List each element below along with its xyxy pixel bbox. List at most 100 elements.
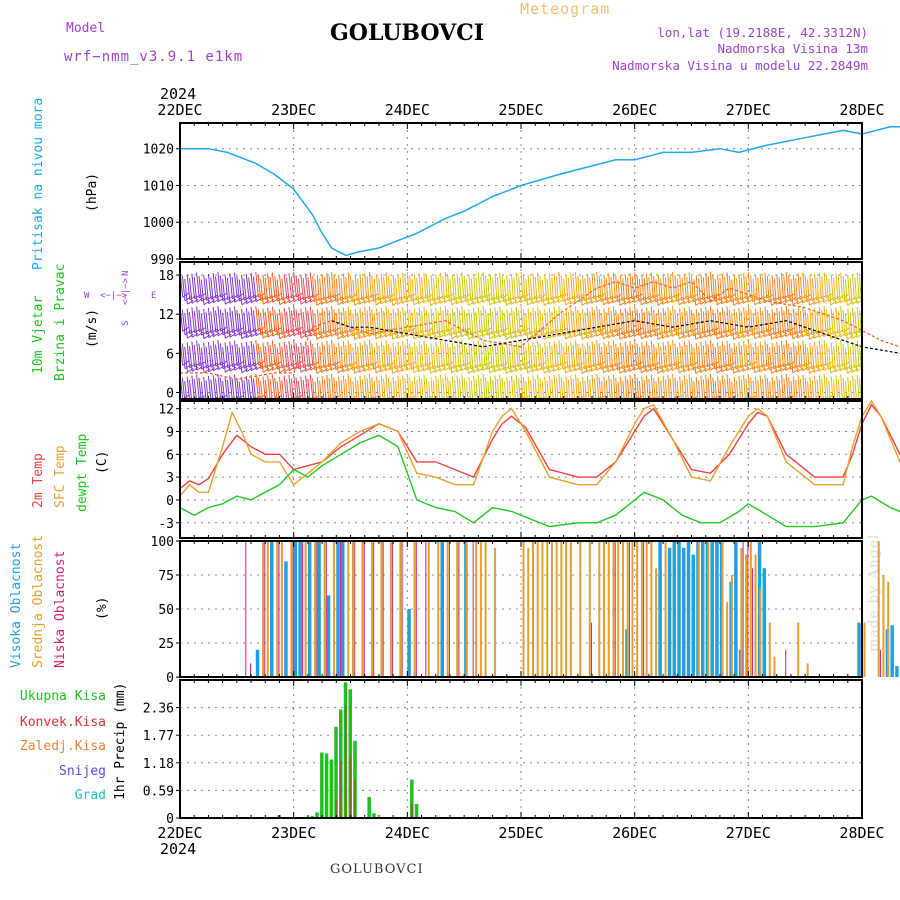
low-cloud-bar (245, 541, 247, 677)
high-cloud-bar (762, 568, 767, 677)
wind-barb (257, 275, 262, 301)
mid-cloud-bar (565, 541, 568, 677)
mid-cloud-bar (446, 541, 449, 677)
wind-barb (728, 377, 732, 399)
wind-barb (809, 274, 813, 301)
wind-barb (707, 378, 711, 399)
wind-barb (634, 271, 638, 298)
wind-barb-flag (253, 293, 260, 299)
wind-barb (345, 378, 348, 399)
wind-barb-flag (296, 360, 303, 366)
wind-barb (295, 275, 300, 301)
wind-barb-flag (728, 362, 736, 367)
wind-barb (248, 379, 252, 399)
wind-barb (461, 272, 465, 299)
labels-layer: 2024 2024 Pritisak na nivou mora (hPa) 1… (9, 85, 196, 858)
wind-barb (501, 377, 505, 399)
wind-barb-flag (284, 299, 291, 305)
wind-barb (196, 340, 200, 366)
wind-barb-flag (187, 333, 194, 339)
wind-barb (799, 344, 803, 371)
wind-barb (624, 375, 628, 399)
wind-barb (669, 344, 673, 371)
wind-barb (357, 346, 360, 373)
wind-barb (577, 275, 581, 302)
wind-barb (290, 378, 294, 399)
wind-barb-flag (667, 401, 673, 405)
wind-barb (456, 375, 460, 399)
wind-barb (411, 380, 414, 399)
mid-cloud-bar (536, 541, 539, 677)
wind-barb (248, 311, 252, 337)
wind-barb (333, 309, 337, 336)
ytick-label: 3 (166, 471, 174, 486)
wind-barb (563, 278, 566, 305)
wind-barb (608, 307, 611, 334)
wind-barb (840, 306, 844, 333)
wind-barb (241, 308, 245, 335)
wind-barb-flag (201, 296, 208, 302)
wind-barb-flag (217, 331, 225, 337)
wind-barb (681, 345, 685, 372)
wind-barb (236, 343, 240, 370)
wind-barb-flag (734, 403, 740, 407)
wind-barb-flag (484, 327, 492, 333)
wind-barb (567, 277, 571, 304)
wind-barb (572, 344, 576, 371)
wind-barb (785, 339, 789, 366)
wind-barb (743, 340, 746, 367)
mid-cloud-bar (527, 547, 530, 677)
wind-barb (560, 275, 564, 302)
wind-barb (799, 310, 803, 337)
wind-barb (402, 374, 405, 399)
wind-barb (683, 341, 687, 368)
wind-barb (276, 313, 281, 339)
wind-barb (309, 340, 314, 366)
wind-barb (468, 308, 472, 335)
wind-barb (681, 277, 685, 304)
wind-barb (823, 373, 827, 399)
wind-barb (816, 311, 820, 338)
wind-barb-flag (539, 362, 546, 367)
mid-cloud-bar (645, 541, 648, 677)
wind-barb (591, 306, 595, 333)
mid-cloud-bar (479, 541, 482, 677)
wind-barb (577, 309, 581, 336)
wind-barb (679, 274, 682, 301)
wind-barb-flag (300, 299, 308, 305)
wind-barb (210, 311, 214, 337)
wind-barb (807, 347, 810, 374)
wind-barb-flag (858, 330, 862, 334)
wind-barb (406, 305, 410, 332)
wind-barb (421, 378, 424, 399)
wind-barb (186, 274, 191, 300)
wind-barb (617, 313, 621, 340)
wind-barb-flag (208, 299, 215, 305)
wind-barb (698, 346, 701, 373)
wind-barb-flag (243, 329, 251, 335)
wind-barb (333, 377, 336, 399)
wind-barb (371, 309, 375, 336)
wind-barb (425, 343, 429, 370)
wind-barb-flag (858, 364, 862, 368)
wind-barb (297, 346, 302, 373)
wind-barb (444, 339, 448, 366)
wind-barb (672, 271, 675, 298)
wind-barb (364, 340, 368, 367)
wind-barb-flag (728, 294, 736, 299)
wind-barb (342, 307, 346, 334)
wind-barb (233, 340, 238, 366)
wind-barb (764, 374, 768, 399)
wind-barb (312, 309, 315, 336)
wind-barb-flag (265, 295, 272, 301)
wind-barb (475, 277, 479, 304)
ytick-label: -3 (158, 517, 174, 532)
wind-barb (762, 276, 765, 303)
low-cloud-bar (879, 649, 881, 677)
wind-barb (288, 306, 293, 333)
wind-barb-flag (196, 365, 204, 371)
wind-barb (589, 379, 592, 399)
wind-barb (271, 340, 276, 366)
wind-barb (712, 343, 716, 370)
wind-barb (709, 305, 713, 332)
